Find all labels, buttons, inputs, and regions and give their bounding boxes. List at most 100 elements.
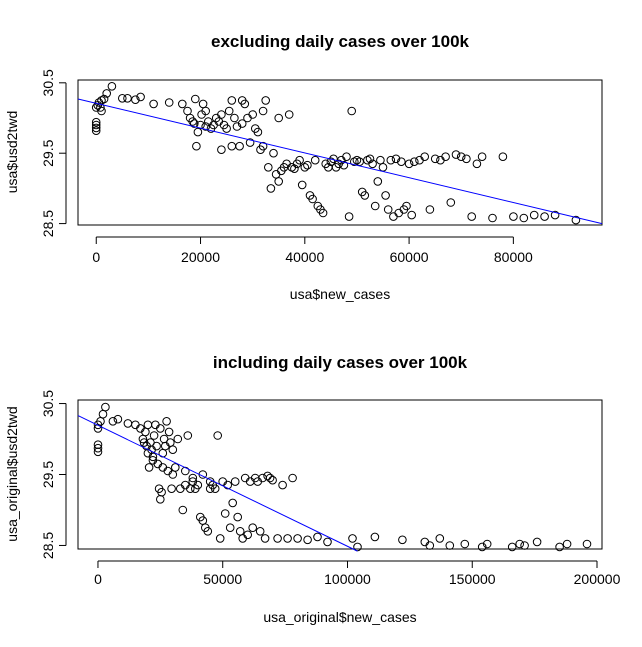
data-point: [227, 141, 237, 151]
data-point: [425, 205, 435, 214]
y-axis: 28.5 29.5 30.5: [40, 69, 67, 237]
data-point: [383, 205, 393, 214]
data-point: [183, 431, 193, 440]
y-tick-label: 30.5: [40, 69, 56, 96]
data-point: [233, 512, 242, 522]
data-point: [243, 530, 252, 540]
data-point: [446, 198, 456, 207]
data-point: [498, 152, 508, 161]
scatter-panel-excluding: excluding daily cases over 100k 0 20000 40…: [4, 32, 603, 302]
data-point: [264, 163, 273, 172]
data-point: [402, 201, 411, 211]
data-point: [178, 505, 188, 515]
data-point: [99, 94, 109, 104]
data-point: [373, 177, 383, 186]
data-point: [217, 145, 226, 154]
data-point: [398, 535, 407, 545]
data-point: [191, 94, 200, 104]
data-point: [368, 159, 377, 169]
data-point: [131, 95, 140, 104]
data-point: [529, 210, 539, 220]
plot-frame: [77, 79, 603, 226]
data-point: [303, 160, 312, 170]
data-point: [91, 120, 101, 130]
data-point: [217, 110, 226, 119]
data-point: [196, 120, 205, 130]
chart-title: excluding daily cases over 100k: [211, 32, 470, 51]
x-tick-label: 200000: [574, 571, 621, 587]
data-point: [378, 163, 388, 172]
data-point: [156, 495, 165, 504]
data-point: [224, 106, 234, 116]
data-point: [284, 110, 294, 119]
data-point: [420, 152, 430, 161]
chart-title: including daily cases over 100k: [213, 353, 468, 372]
data-point: [323, 537, 332, 547]
data-point: [223, 480, 232, 490]
data-point: [436, 155, 445, 165]
data-point: [245, 138, 255, 147]
data-point: [237, 96, 247, 105]
data-point: [460, 539, 470, 549]
data-point: [167, 484, 176, 494]
data-point: [386, 155, 396, 165]
data-point: [258, 106, 268, 116]
data-point: [350, 157, 359, 166]
regression-line-group: [77, 415, 358, 552]
data-point: [93, 440, 103, 450]
data-point: [173, 434, 183, 444]
data-point: [273, 534, 282, 543]
data-point: [415, 155, 424, 165]
data-point: [507, 542, 517, 552]
data-point: [355, 157, 364, 166]
data-point: [288, 473, 297, 483]
data-point: [237, 119, 247, 128]
plot-frame: [77, 399, 603, 550]
point-group: [93, 402, 592, 552]
data-point: [248, 523, 257, 533]
data-point: [519, 213, 529, 223]
data-point: [235, 141, 244, 151]
x-tick-label: 40000: [285, 249, 324, 265]
data-point: [515, 539, 525, 549]
point-group: [91, 82, 581, 225]
data-point: [102, 89, 111, 98]
data-point: [108, 417, 118, 426]
data-point: [318, 208, 328, 218]
data-point: [310, 155, 320, 165]
data-point: [271, 170, 281, 179]
data-point: [381, 191, 390, 200]
data-point: [107, 82, 117, 91]
data-point: [193, 480, 203, 490]
data-point: [149, 99, 158, 109]
data-point: [472, 159, 482, 169]
data-point: [253, 127, 263, 137]
data-point: [193, 127, 203, 137]
data-point: [347, 106, 357, 116]
data-point: [326, 157, 336, 166]
regression-line: [77, 98, 603, 225]
data-point: [157, 487, 166, 497]
data-point: [467, 212, 477, 221]
data-point: [441, 152, 450, 161]
data-point: [265, 473, 275, 483]
x-tick-label: 80000: [494, 249, 533, 265]
data-point: [228, 498, 237, 508]
y-axis-label: usa_original$usd2twd: [4, 406, 20, 541]
data-point: [230, 477, 240, 486]
data-point: [344, 212, 354, 221]
data-point: [268, 475, 277, 485]
data-point: [213, 431, 222, 440]
x-axis: 0 50000 100000 150000 200000: [94, 560, 621, 587]
data-point: [143, 420, 153, 430]
y-axis: 28.5 29.5 30.5: [40, 390, 67, 559]
data-point: [550, 210, 560, 220]
data-point: [171, 463, 180, 472]
data-point: [410, 157, 419, 166]
data-point: [274, 113, 284, 123]
data-point: [456, 152, 466, 161]
data-point: [220, 509, 230, 518]
data-point: [123, 419, 133, 428]
data-point: [404, 159, 414, 169]
data-point: [274, 177, 284, 186]
